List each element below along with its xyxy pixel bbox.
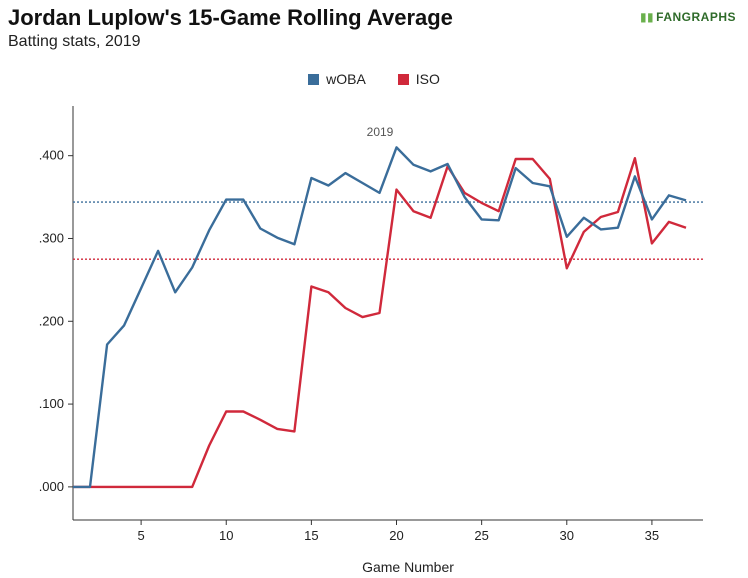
x-tick-label: 30 xyxy=(560,528,574,543)
y-tick-label: .300 xyxy=(39,230,64,245)
x-tick-label: 15 xyxy=(304,528,318,543)
x-tick-label: 25 xyxy=(474,528,488,543)
fangraphs-logo: ▮▮ FANGRAPHS xyxy=(640,10,736,24)
fangraphs-logo-text: FANGRAPHS xyxy=(656,10,736,24)
plot-area: .000 .100 .200 .300 .400 5 10 15 20 25 30 35 xyxy=(39,106,703,543)
x-tick-label: 10 xyxy=(219,528,233,543)
x-tick-label: 35 xyxy=(645,528,659,543)
series-line-woba xyxy=(73,146,687,489)
x-tick-label: 20 xyxy=(389,528,403,543)
legend-label-iso: ISO xyxy=(415,71,440,87)
fangraphs-logo-icon: ▮▮ xyxy=(639,10,655,24)
y-tick-label: .000 xyxy=(39,479,64,494)
chart-subtitle: Batting stats, 2019 xyxy=(8,33,141,50)
legend-item-woba: wOBA xyxy=(308,71,366,87)
y-tick-label: .200 xyxy=(39,313,64,328)
x-axis-title: Game Number xyxy=(362,559,454,575)
legend-label-woba: wOBA xyxy=(326,71,366,87)
x-tick-label: 5 xyxy=(137,528,144,543)
chart-title: Jordan Luplow's 15-Game Rolling Average xyxy=(8,5,453,30)
chart-legend: wOBA ISO xyxy=(0,71,748,88)
chart-annotation: 2019 xyxy=(367,125,394,139)
y-tick-label: .400 xyxy=(39,148,64,163)
series-line-iso xyxy=(73,156,687,489)
legend-swatch-woba xyxy=(308,73,320,85)
legend-item-iso: ISO xyxy=(397,71,440,87)
legend-swatch-iso xyxy=(397,73,409,85)
y-tick-label: .100 xyxy=(39,396,64,411)
